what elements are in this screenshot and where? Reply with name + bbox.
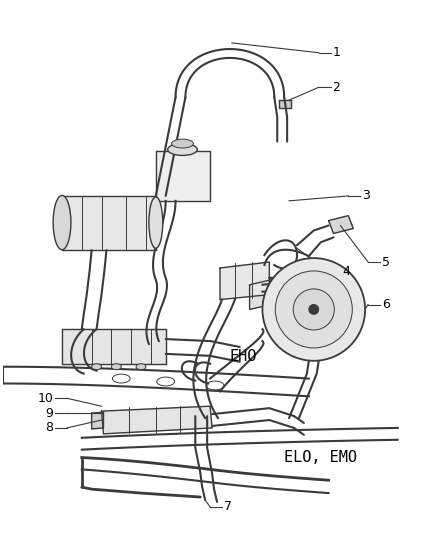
Text: ELO, EMO: ELO, EMO	[284, 450, 357, 465]
Polygon shape	[328, 216, 353, 233]
Ellipse shape	[53, 196, 71, 250]
Ellipse shape	[136, 364, 146, 370]
Text: EHO: EHO	[230, 349, 257, 365]
Text: 5: 5	[382, 255, 390, 269]
Polygon shape	[62, 329, 166, 364]
Ellipse shape	[92, 364, 102, 370]
Text: 7: 7	[224, 500, 232, 513]
Ellipse shape	[172, 139, 193, 148]
Ellipse shape	[149, 197, 163, 248]
Polygon shape	[156, 151, 210, 201]
Text: 2: 2	[332, 81, 340, 94]
Text: 1: 1	[332, 46, 340, 59]
Ellipse shape	[262, 258, 365, 361]
Circle shape	[309, 304, 319, 314]
Text: 8: 8	[45, 422, 53, 434]
Polygon shape	[92, 412, 103, 429]
Text: 6: 6	[382, 298, 390, 311]
Text: 9: 9	[45, 407, 53, 419]
Ellipse shape	[111, 364, 121, 370]
Text: 4: 4	[343, 265, 350, 278]
Polygon shape	[102, 406, 212, 434]
Text: 3: 3	[362, 189, 370, 203]
Polygon shape	[62, 196, 156, 250]
Polygon shape	[250, 270, 314, 310]
Polygon shape	[220, 262, 269, 300]
Text: 10: 10	[37, 392, 53, 405]
Ellipse shape	[275, 271, 352, 348]
Polygon shape	[279, 100, 291, 108]
Ellipse shape	[168, 143, 197, 156]
Ellipse shape	[293, 289, 334, 330]
